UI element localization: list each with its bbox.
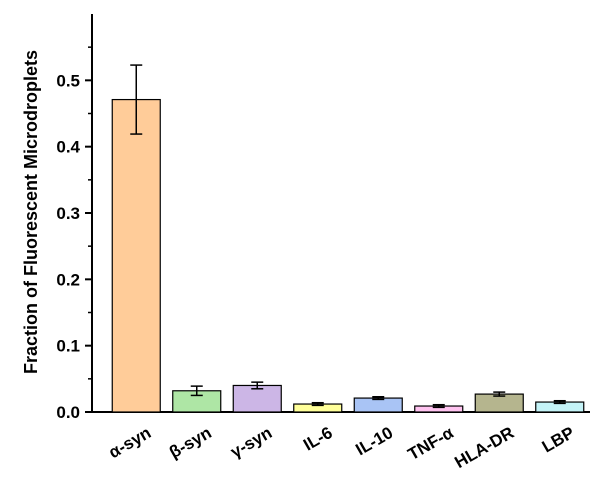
y-tick-label: 0.0 <box>56 403 80 422</box>
y-tick-label: 0.2 <box>56 270 80 289</box>
y-tick-label: 0.5 <box>56 71 80 90</box>
y-tick-label: 0.3 <box>56 204 80 223</box>
x-tick-label: TNF-α <box>405 423 458 464</box>
x-tick-label: HLA-DR <box>451 423 517 472</box>
x-tick-label: α-syn <box>105 423 154 462</box>
bar <box>111 98 161 413</box>
bar <box>232 384 282 413</box>
bar <box>353 397 403 413</box>
y-tick-label: 0.4 <box>56 138 80 157</box>
x-tick-label: β-syn <box>166 423 215 462</box>
bars <box>111 98 585 413</box>
x-tick-label: LBP <box>539 423 578 456</box>
x-tick-label: IL-6 <box>300 423 336 455</box>
x-tick-label: γ-syn <box>227 423 275 462</box>
y-axis-title: Fraction of Fluorescent Microdroplets <box>21 50 41 374</box>
x-tick-label: IL-10 <box>352 423 396 459</box>
error-bars <box>130 64 566 409</box>
y-tick-label: 0.1 <box>56 337 80 356</box>
y-axis: 0.0 0.1 0.2 0.3 0.4 0.5 <box>56 14 93 422</box>
